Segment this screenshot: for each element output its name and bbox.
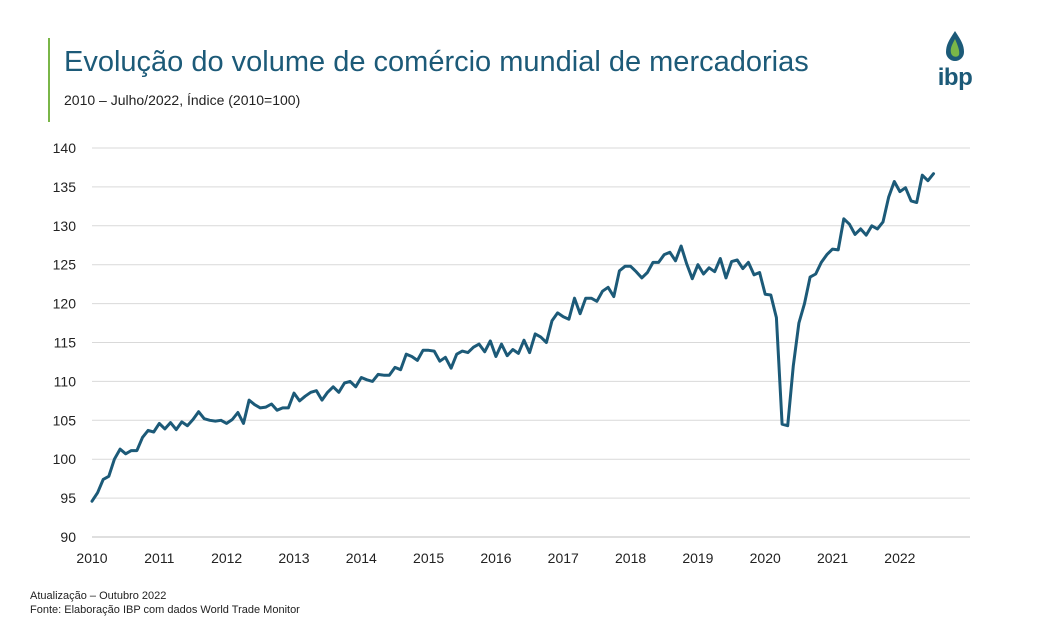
y-tick-label: 130 bbox=[53, 218, 77, 234]
x-tick-label: 2015 bbox=[413, 550, 444, 566]
y-tick-label: 90 bbox=[60, 529, 76, 545]
chart-subtitle: 2010 – Julho/2022, Índice (2010=100) bbox=[64, 92, 301, 108]
x-tick-label: 2021 bbox=[817, 550, 848, 566]
drop-flame-icon bbox=[946, 31, 964, 61]
update-note: Atualização – Outubro 2022 bbox=[30, 590, 167, 602]
x-tick-label: 2010 bbox=[76, 550, 107, 566]
source-note: Fonte: Elaboração IBP com dados World Tr… bbox=[30, 604, 300, 616]
x-tick-label: 2022 bbox=[884, 550, 915, 566]
logo-text: ibp bbox=[937, 64, 973, 91]
y-axis-ticks: 90 95 100 105 110 115 120 125 130 135 140 bbox=[53, 140, 77, 545]
y-tick-label: 100 bbox=[53, 451, 77, 467]
x-tick-label: 2017 bbox=[548, 550, 579, 566]
x-tick-label: 2014 bbox=[346, 550, 377, 566]
y-tick-label: 115 bbox=[54, 335, 77, 351]
x-tick-label: 2018 bbox=[615, 550, 646, 566]
y-tick-label: 105 bbox=[53, 412, 77, 428]
y-tick-label: 120 bbox=[53, 296, 77, 312]
x-tick-label: 2020 bbox=[750, 550, 781, 566]
x-tick-label: 2012 bbox=[211, 550, 242, 566]
y-tick-label: 125 bbox=[53, 257, 77, 273]
y-tick-label: 110 bbox=[54, 373, 77, 389]
x-tick-label: 2019 bbox=[682, 550, 713, 566]
series bbox=[90, 172, 935, 503]
x-tick-label: 2011 bbox=[144, 550, 174, 566]
series-line bbox=[90, 172, 935, 503]
title-accent-bar bbox=[48, 38, 50, 122]
x-axis-ticks: 2010 2011 2012 2013 2014 2015 2016 2017 2018 2019… bbox=[76, 550, 915, 566]
y-tick-label: 95 bbox=[60, 490, 76, 506]
x-tick-label: 2013 bbox=[278, 550, 309, 566]
grid-lines bbox=[92, 147, 970, 499]
y-tick-label: 135 bbox=[53, 179, 77, 195]
x-tick-label: 2016 bbox=[480, 550, 511, 566]
ibp-logo: ibp bbox=[930, 30, 980, 92]
chart-title: Evolução do volume de comércio mundial d… bbox=[64, 46, 809, 78]
y-tick-label: 140 bbox=[53, 140, 77, 156]
